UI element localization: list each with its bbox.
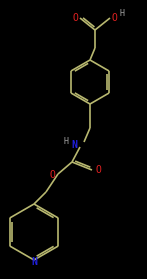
Text: N: N (71, 140, 77, 150)
Text: H: H (120, 9, 125, 18)
Text: H: H (64, 138, 69, 146)
Text: O: O (111, 13, 117, 23)
Text: O: O (95, 165, 101, 175)
Text: O: O (49, 170, 55, 180)
Text: O: O (72, 13, 78, 23)
Text: N: N (31, 257, 37, 267)
